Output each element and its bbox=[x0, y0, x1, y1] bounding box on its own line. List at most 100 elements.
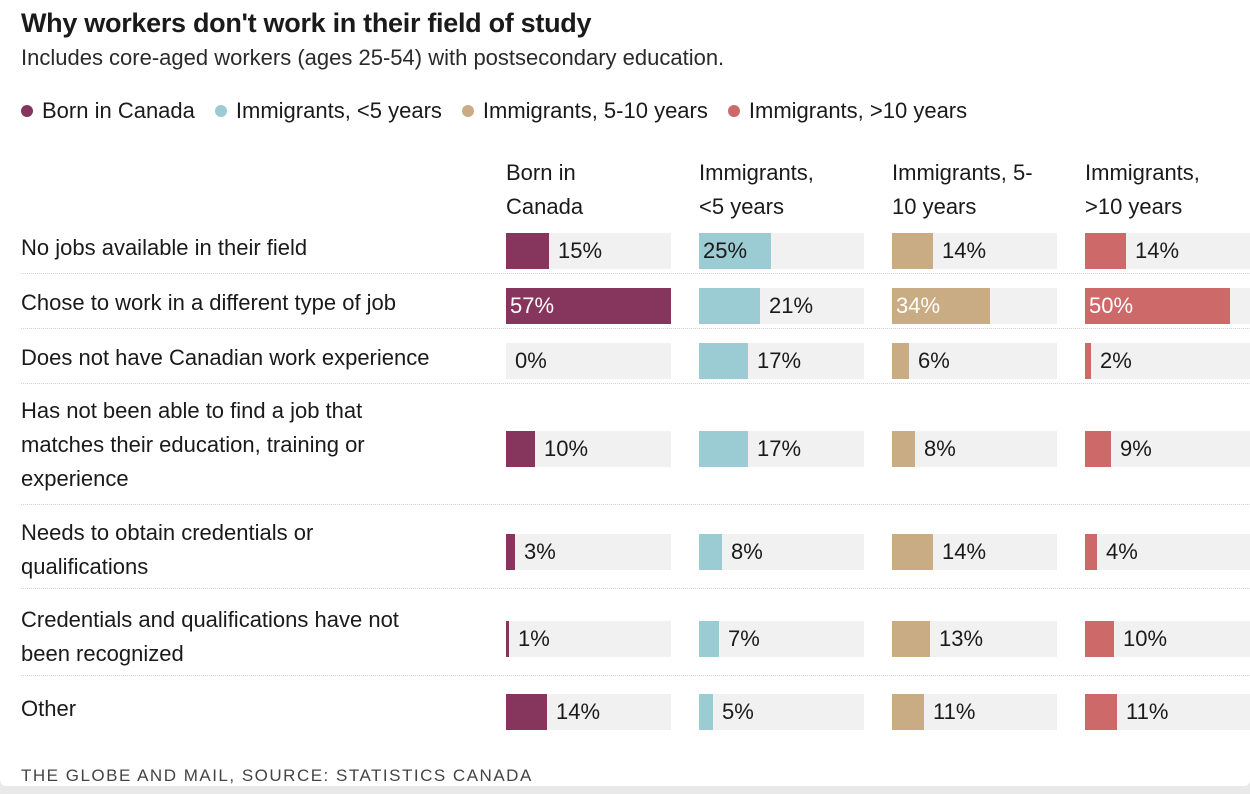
bar-track bbox=[506, 621, 671, 657]
column-header-line: 10 years bbox=[892, 194, 977, 219]
bar-2-0 bbox=[892, 233, 933, 269]
data-label: 8% bbox=[924, 436, 956, 461]
bar-0-0 bbox=[506, 233, 549, 269]
row-label-line: Credentials and qualifications have not bbox=[21, 607, 399, 632]
bar-0-6 bbox=[506, 694, 547, 730]
data-label: 14% bbox=[556, 699, 601, 724]
bar-track bbox=[1085, 431, 1250, 467]
row-label-line: Other bbox=[21, 696, 77, 721]
row-label-line: Chose to work in a different type of job bbox=[21, 290, 397, 315]
legend-dot-icon bbox=[214, 105, 227, 117]
data-label: 17% bbox=[757, 348, 802, 373]
bar-2-4 bbox=[892, 534, 933, 570]
bar-track bbox=[699, 694, 864, 730]
bar-track bbox=[506, 534, 671, 570]
row-label-line: Has not been able to find a job that bbox=[21, 398, 363, 423]
bar-1-4 bbox=[699, 534, 722, 570]
bar-1-2 bbox=[699, 343, 748, 379]
source-footer: THE GLOBE AND MAIL, SOURCE: STATISTICS C… bbox=[21, 766, 533, 785]
bar-1-6 bbox=[699, 694, 713, 730]
row-label-line: been recognized bbox=[21, 641, 184, 666]
column-header-line: Born in bbox=[506, 160, 576, 185]
legend-item-1: Immigrants, <5 years bbox=[214, 98, 442, 124]
row-separator bbox=[21, 328, 1250, 329]
bar-track bbox=[1085, 343, 1250, 379]
column-header-0: Born in Canada bbox=[506, 156, 583, 224]
row-label-6: Other bbox=[21, 692, 76, 726]
legend-item-2: Immigrants, 5-10 years bbox=[461, 98, 708, 124]
row-separator bbox=[21, 675, 1250, 676]
bar-3-0 bbox=[1085, 233, 1126, 269]
legend-label: Born in Canada bbox=[42, 98, 195, 123]
data-label: 34% bbox=[896, 293, 941, 318]
data-label: 5% bbox=[722, 699, 754, 724]
legend-label: Immigrants, 5-10 years bbox=[482, 98, 708, 123]
bar-3-2 bbox=[1085, 343, 1091, 379]
data-label: 21% bbox=[769, 293, 814, 318]
data-label: 10% bbox=[544, 436, 589, 461]
bar-0-1 bbox=[506, 288, 671, 324]
bar-track bbox=[699, 621, 864, 657]
data-label: 11% bbox=[1126, 699, 1169, 724]
data-label: 1% bbox=[518, 626, 550, 651]
bar-3-3 bbox=[1085, 431, 1111, 467]
row-label-line: experience bbox=[21, 466, 129, 491]
row-label-line: No jobs available in their field bbox=[21, 235, 308, 260]
column-header-line: Immigrants, bbox=[1085, 160, 1200, 185]
bar-2-2 bbox=[892, 343, 909, 379]
row-label-1: Chose to work in a different type of job bbox=[21, 286, 396, 320]
bar-1-0 bbox=[699, 233, 771, 269]
column-header-line: Canada bbox=[506, 194, 584, 219]
data-label: 57% bbox=[510, 293, 555, 318]
bar-3-5 bbox=[1085, 621, 1114, 657]
bar-3-6 bbox=[1085, 694, 1117, 730]
chart-subtitle: Includes core-aged workers (ages 25-54) … bbox=[21, 45, 725, 70]
legend-label: Immigrants, >10 years bbox=[748, 98, 968, 123]
data-label: 9% bbox=[1120, 436, 1152, 461]
bar-2-5 bbox=[892, 621, 930, 657]
data-label: 8% bbox=[731, 539, 763, 564]
column-header-3: Immigrants, >10 years bbox=[1085, 156, 1200, 224]
legend-dot-icon bbox=[727, 105, 740, 117]
data-label: 7% bbox=[728, 626, 760, 651]
data-label: 0% bbox=[515, 348, 547, 373]
row-separator bbox=[21, 588, 1250, 589]
data-label: 14% bbox=[1135, 238, 1180, 263]
legend-dot-icon bbox=[461, 105, 474, 117]
row-label-3: Has not been able to find a job that matc… bbox=[21, 394, 365, 496]
row-label-line: qualifications bbox=[21, 554, 149, 579]
legend-item-3: Immigrants, >10 years bbox=[727, 98, 968, 124]
column-header-line: Immigrants, 5- bbox=[892, 160, 1033, 185]
bar-3-4 bbox=[1085, 534, 1097, 570]
data-label: 4% bbox=[1106, 539, 1138, 564]
data-label: 17% bbox=[757, 436, 802, 461]
bar-track bbox=[892, 343, 1057, 379]
row-label-line: Needs to obtain credentials or bbox=[21, 520, 314, 545]
data-label: 15% bbox=[558, 238, 603, 263]
data-label: 50% bbox=[1089, 293, 1134, 318]
chart-title: Why workers don't work in their field of… bbox=[21, 8, 592, 38]
row-label-line: matches their education, training or bbox=[21, 432, 365, 457]
row-label-2: Does not have Canadian work experience bbox=[21, 341, 429, 375]
data-label: 10% bbox=[1123, 626, 1168, 651]
data-label: 13% bbox=[939, 626, 984, 651]
bar-track bbox=[506, 343, 671, 379]
row-separator bbox=[21, 273, 1250, 274]
legend: Born in Canada Immigrants, <5 years Immigr… bbox=[21, 98, 967, 124]
column-header-line: <5 years bbox=[699, 194, 784, 219]
legend-label: Immigrants, <5 years bbox=[235, 98, 442, 123]
data-label: 6% bbox=[918, 348, 950, 373]
bar-track bbox=[699, 534, 864, 570]
data-label: 25% bbox=[703, 238, 748, 263]
bar-3-1 bbox=[1085, 288, 1230, 324]
column-header-2: Immigrants, 5- 10 years bbox=[892, 156, 1033, 224]
row-label-0: No jobs available in their field bbox=[21, 231, 307, 265]
bar-track bbox=[892, 431, 1057, 467]
bar-2-3 bbox=[892, 431, 915, 467]
bar-0-3 bbox=[506, 431, 535, 467]
row-separator bbox=[21, 383, 1250, 384]
data-label: 14% bbox=[942, 238, 987, 263]
column-header-line: Immigrants, bbox=[699, 160, 814, 185]
row-label-5: Credentials and qualifications have not b… bbox=[21, 603, 399, 671]
